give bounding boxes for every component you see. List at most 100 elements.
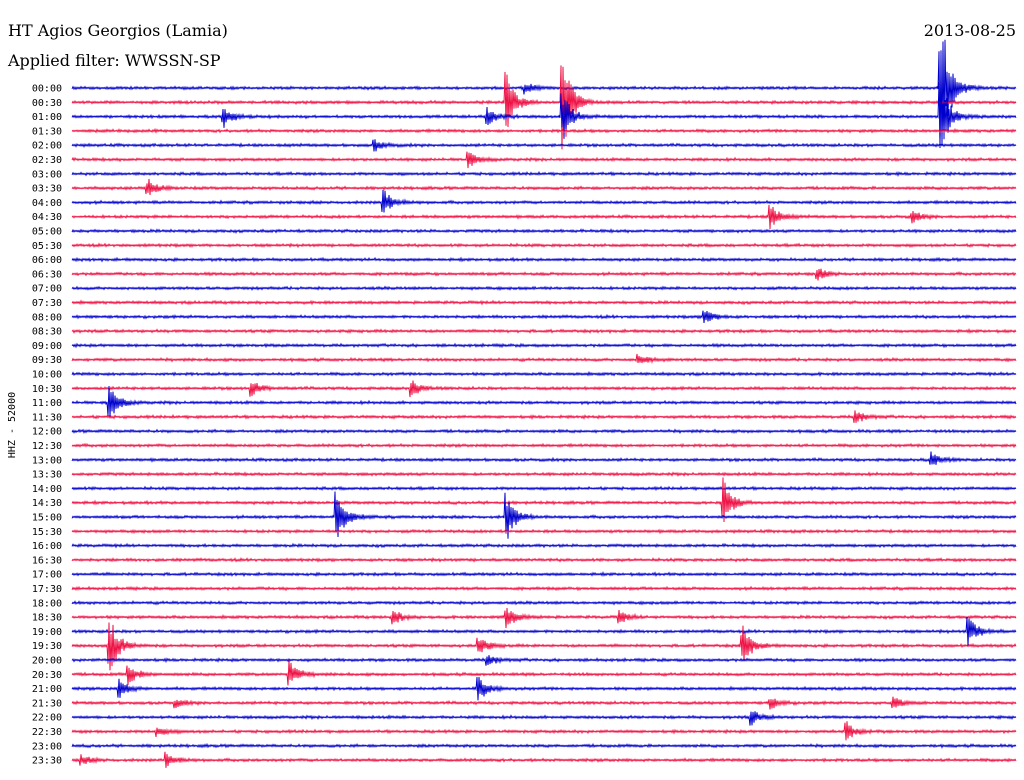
row-time-label: 04:30 — [32, 212, 62, 223]
row-time-label: 15:30 — [32, 527, 62, 538]
trace-row — [71, 327, 1017, 335]
trace-row — [71, 477, 1017, 523]
trace-row — [71, 299, 1017, 306]
row-time-label: 21:00 — [32, 684, 62, 695]
trace-row — [71, 442, 1017, 449]
row-time-label: 02:30 — [32, 155, 62, 166]
row-time-label: 17:00 — [32, 570, 62, 581]
trace-row — [71, 39, 1017, 149]
row-time-label: 22:00 — [32, 713, 62, 724]
row-time-label: 08:00 — [32, 312, 62, 323]
row-time-label: 07:00 — [32, 284, 62, 295]
trace-row — [71, 170, 1017, 177]
trace-row — [71, 557, 1017, 563]
row-time-label: 10:00 — [32, 370, 62, 381]
trace-row — [71, 189, 1017, 213]
row-time-label: 04:00 — [32, 198, 62, 209]
trace-row — [71, 600, 1017, 606]
trace-row — [71, 451, 1017, 465]
trace-row — [71, 528, 1017, 535]
row-time-label: 16:00 — [32, 541, 62, 552]
trace-row — [71, 616, 1017, 647]
row-time-label: 05:00 — [32, 227, 62, 238]
trace-row — [71, 622, 1017, 671]
row-time-label: 20:30 — [32, 670, 62, 681]
row-time-label: 20:00 — [32, 656, 62, 667]
row-time-label: 19:00 — [32, 627, 62, 638]
row-time-label: 09:00 — [32, 341, 62, 352]
row-time-label: 13:30 — [32, 470, 62, 481]
row-time-label: 06:30 — [32, 269, 62, 280]
row-time-label: 10:30 — [32, 384, 62, 395]
row-time-label: 11:00 — [32, 398, 62, 409]
row-time-label: 15:00 — [32, 513, 62, 524]
row-time-label: 01:00 — [32, 112, 62, 123]
row-time-label: 12:00 — [32, 427, 62, 438]
row-time-label: 00:00 — [32, 84, 62, 95]
row-time-label: 03:00 — [32, 169, 62, 180]
trace-row — [71, 178, 1017, 196]
date-label: 2013-08-25 — [924, 21, 1016, 40]
row-time-label: 03:30 — [32, 184, 62, 195]
row-time-label: 18:00 — [32, 598, 62, 609]
trace-row — [71, 428, 1017, 435]
row-time-label: 09:30 — [32, 355, 62, 366]
trace-row — [71, 80, 1017, 141]
trace-row — [71, 380, 1017, 398]
trace-row — [71, 204, 1017, 230]
row-time-label: 23:00 — [32, 741, 62, 752]
trace-row — [71, 742, 1017, 749]
row-time-label: 05:30 — [32, 241, 62, 252]
trace-row — [71, 385, 1017, 417]
trace-row — [71, 471, 1017, 477]
row-time-label: 12:30 — [32, 441, 62, 452]
trace-row — [71, 353, 1017, 364]
trace-row — [71, 139, 1017, 152]
y-axis-label: HHZ - 52000 — [7, 392, 18, 458]
trace-row — [71, 242, 1017, 249]
row-time-label: 02:00 — [32, 141, 62, 152]
trace-row — [71, 571, 1017, 578]
row-time-label: 23:30 — [32, 756, 62, 767]
row-time-label: 22:30 — [32, 727, 62, 738]
trace-row — [71, 285, 1017, 292]
trace-row — [71, 342, 1017, 349]
row-time-label: 06:00 — [32, 255, 62, 266]
trace-row — [71, 485, 1017, 492]
trace-row — [71, 751, 1017, 768]
trace-row — [71, 256, 1017, 263]
trace-row — [71, 585, 1017, 592]
row-time-label: 21:30 — [32, 698, 62, 709]
trace-row — [71, 660, 1017, 686]
row-time-label: 08:30 — [32, 327, 62, 338]
trace-row — [71, 268, 1017, 281]
row-time-label: 14:00 — [32, 484, 62, 495]
row-time-label: 16:30 — [32, 555, 62, 566]
trace-row — [71, 410, 1017, 423]
row-time-label: 01:30 — [32, 126, 62, 137]
trace-row — [71, 655, 1017, 666]
row-time-label: 17:30 — [32, 584, 62, 595]
trace-row — [71, 151, 1017, 169]
trace-row — [71, 721, 1017, 741]
trace-row — [71, 65, 1017, 150]
filter-label: Applied filter: WWSSN-SP — [7, 51, 221, 70]
trace-row — [71, 228, 1017, 234]
time-tick-labels: 00:00 00:30 01:00 01:30 02:00 02:30 03:00 03:30… — [32, 84, 62, 767]
row-time-label: 11:30 — [32, 412, 62, 423]
trace-row — [71, 676, 1017, 701]
seismogram-traces — [71, 39, 1017, 768]
trace-row — [71, 127, 1017, 134]
trace-row — [71, 310, 1017, 323]
row-time-label: 14:30 — [32, 498, 62, 509]
trace-row — [71, 711, 1017, 726]
row-time-label: 07:30 — [32, 298, 62, 309]
row-time-label: 19:30 — [32, 641, 62, 652]
row-time-label: 13:00 — [32, 455, 62, 466]
trace-row — [71, 370, 1017, 378]
row-time-label: 18:30 — [32, 613, 62, 624]
trace-row — [71, 607, 1017, 629]
trace-row — [71, 542, 1017, 549]
trace-row — [71, 491, 1017, 539]
